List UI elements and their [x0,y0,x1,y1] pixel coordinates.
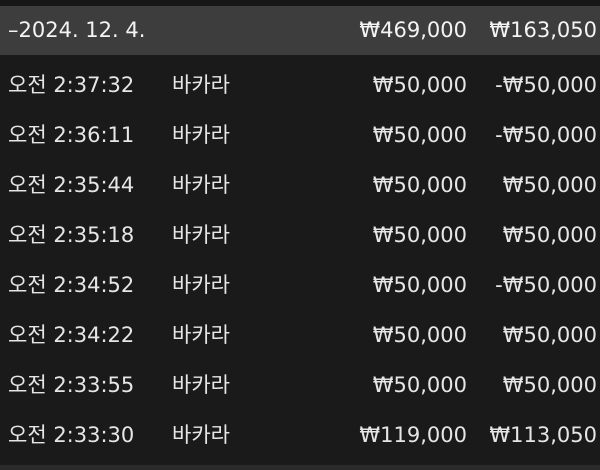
row-game: 바카라 [172,423,230,447]
row-result: -₩50,000 [495,73,597,97]
row-result: ₩50,000 [502,323,597,347]
row-game: 바카라 [172,223,230,247]
row-bet: ₩50,000 [372,273,467,297]
table-row[interactable]: 오전 2:35:44 바카라 ₩50,000 ₩50,000 [0,160,600,210]
table-row[interactable]: 오전 2:36:11 바카라 ₩50,000 -₩50,000 [0,110,600,160]
row-bet: ₩119,000 [359,423,467,447]
row-time: 오전 2:37:32 [8,73,135,97]
row-game: 바카라 [172,173,230,197]
row-result: -₩50,000 [495,123,597,147]
row-game: 바카라 [172,123,230,147]
row-bet: ₩50,000 [372,123,467,147]
row-result: ₩50,000 [502,173,597,197]
date-group-header[interactable]: –2024. 12. 4. ₩469,000 ₩163,050 [0,6,600,55]
row-time: 오전 2:36:11 [8,123,135,147]
table-row[interactable]: 오전 2:37:32 바카라 ₩50,000 -₩50,000 [0,60,600,110]
row-time: 오전 2:35:18 [8,223,135,247]
top-edge [0,0,600,6]
row-bet: ₩50,000 [372,173,467,197]
row-result: ₩113,050 [489,423,597,447]
table-row[interactable]: 오전 2:34:22 바카라 ₩50,000 ₩50,000 [0,310,600,360]
row-time: 오전 2:34:22 [8,323,135,347]
table-row[interactable]: 오전 2:34:52 바카라 ₩50,000 -₩50,000 [0,260,600,310]
row-game: 바카라 [172,273,230,297]
row-bet: ₩50,000 [372,373,467,397]
row-game: 바카라 [172,73,230,97]
group-bet-total: ₩469,000 [359,18,467,42]
table-row[interactable]: 오전 2:35:18 바카라 ₩50,000 ₩50,000 [0,210,600,260]
row-time: 오전 2:33:30 [8,423,135,447]
group-date: –2024. 12. 4. [8,18,146,42]
row-result: ₩50,000 [502,373,597,397]
row-time: 오전 2:35:44 [8,173,135,197]
row-bet: ₩50,000 [372,223,467,247]
table-row[interactable]: 오전 2:33:55 바카라 ₩50,000 ₩50,000 [0,360,600,410]
group-result-total: ₩163,050 [489,18,597,42]
row-time: 오전 2:34:52 [8,273,135,297]
row-bet: ₩50,000 [372,73,467,97]
row-bet: ₩50,000 [372,323,467,347]
row-game: 바카라 [172,373,230,397]
row-result: ₩50,000 [502,223,597,247]
bottom-edge [0,465,600,470]
row-game: 바카라 [172,323,230,347]
row-time: 오전 2:33:55 [8,373,135,397]
table-row[interactable]: 오전 2:33:30 바카라 ₩119,000 ₩113,050 [0,410,600,460]
row-result: -₩50,000 [495,273,597,297]
